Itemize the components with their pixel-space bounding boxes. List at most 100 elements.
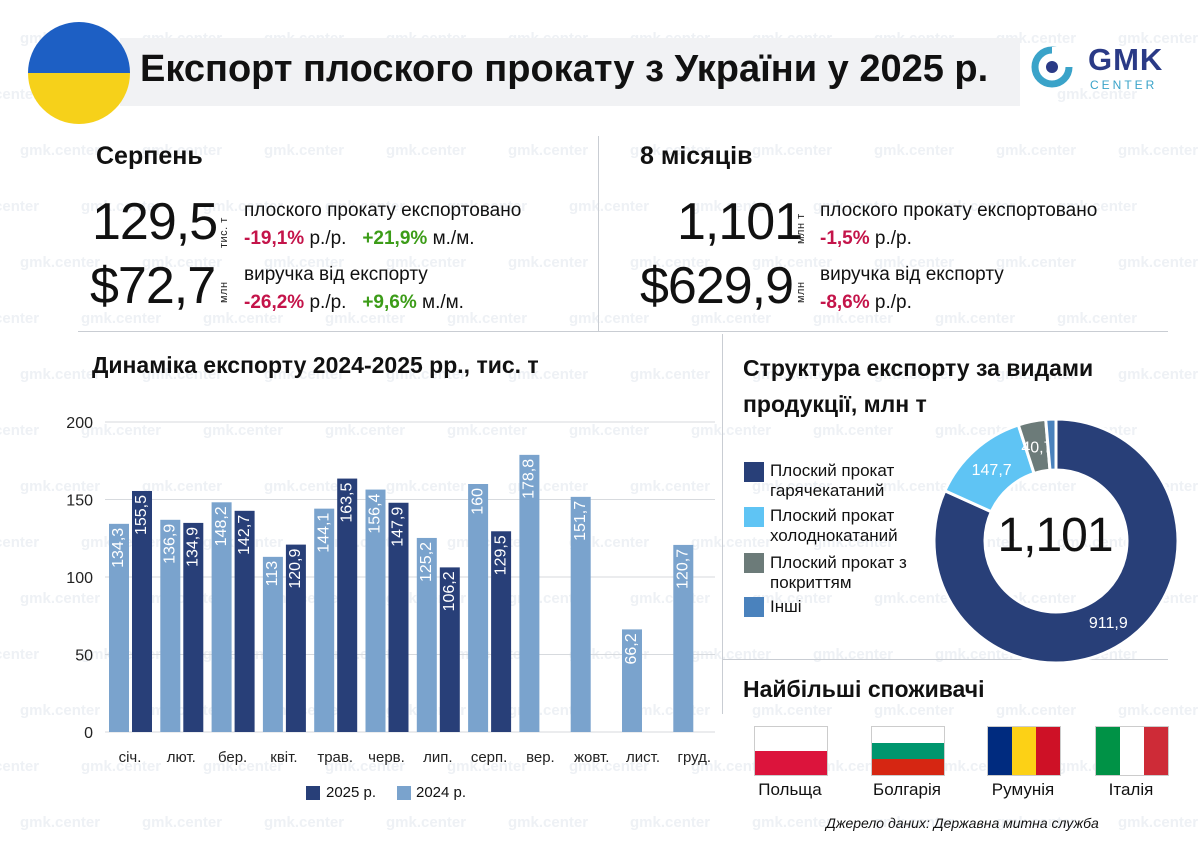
structure-title-line: Структура експорту за видами продукції, … xyxy=(743,355,1094,417)
bar-2025 xyxy=(491,531,512,732)
x-tick-label: квіт. xyxy=(270,749,297,766)
mom-suffix: м./м. xyxy=(432,228,475,249)
bar-value-label: 120,7 xyxy=(675,549,692,589)
eight-months-heading: 8 місяців xyxy=(640,142,753,170)
august-volume-desc: плоского прокату експортовано xyxy=(244,200,522,221)
donut-value-label: 911,9 xyxy=(1089,615,1128,632)
page-title: Експорт плоского прокату з України у 202… xyxy=(140,48,989,90)
eight-months-revenue-desc: виручка від експорту xyxy=(820,264,1004,285)
august-revenue-unit: млн xyxy=(218,281,230,303)
legend-other-label: Інші xyxy=(770,597,802,616)
legend-2025-swatch xyxy=(306,786,320,800)
x-tick-label: вер. xyxy=(526,749,555,766)
donut-center-total: 1,101 xyxy=(997,509,1113,562)
bar-value-label: 148,2 xyxy=(213,506,230,546)
yoy-suffix: р./р. xyxy=(309,292,347,313)
donut-chart: 911,9 147,7 40,7 xyxy=(933,418,1179,664)
donut-slice xyxy=(933,418,1179,664)
bar-value-label: 113 xyxy=(264,561,281,587)
bar-2025 xyxy=(132,490,152,732)
consumer-italy: Італія xyxy=(1108,780,1154,799)
legend-cold-rolled-label: Плоский прокат холоднокатаний xyxy=(770,506,898,545)
bar-2025 xyxy=(388,502,409,732)
section-divider xyxy=(78,331,1168,332)
x-tick-label: трав. xyxy=(317,749,353,766)
bar-value-label: 134,3 xyxy=(110,528,127,568)
bar-value-label: 144,1 xyxy=(315,513,332,553)
logo-name: GMK xyxy=(1088,42,1164,77)
bar-value-label: 155,5 xyxy=(133,495,150,535)
legend-2025-label: 2025 р. xyxy=(326,784,377,801)
yoy-suffix: р./р. xyxy=(874,228,912,249)
x-tick-label: лист. xyxy=(626,749,660,766)
title-band xyxy=(120,38,1020,106)
donut-value-label: 40,7 xyxy=(1021,439,1052,456)
bar-2024 xyxy=(365,489,386,732)
bar-value-label: 125,2 xyxy=(418,542,435,582)
bar-2024 xyxy=(519,454,540,732)
legend-coated-swatch xyxy=(744,553,764,573)
kpi-divider xyxy=(598,136,599,331)
bar-2024 xyxy=(262,556,283,732)
bar-2025 xyxy=(183,522,204,732)
bar-2024 xyxy=(622,629,642,732)
consumers-heading: Найбільші споживачі xyxy=(743,676,985,702)
bar-2024 xyxy=(468,484,489,732)
august-revenue-yoy: -26,2% xyxy=(244,292,305,313)
bar-2024 xyxy=(673,544,694,732)
legend-2024-label: 2024 р. xyxy=(416,784,467,801)
x-tick-label: груд. xyxy=(678,749,712,766)
bar-2025 xyxy=(285,544,306,732)
bar-value-label: 106,2 xyxy=(441,571,458,611)
bar-value-label: 156,4 xyxy=(367,493,384,533)
bar-2024 xyxy=(314,508,335,732)
bar-2025 xyxy=(439,567,460,732)
bar-value-label: 134,9 xyxy=(185,527,202,567)
y-tick-label: 200 xyxy=(66,415,93,432)
bar-chart-title: Динаміка експорту 2024-2025 рр., тис. т xyxy=(92,352,539,378)
bar-2024 xyxy=(160,519,181,732)
bar-chart: 0 50 100 150 200 134,3 155,5 січ. 136,9 134,9 лют.… xyxy=(66,415,715,766)
consumer-poland: Польща xyxy=(758,780,822,799)
eight-months-revenue-value: $629,9 xyxy=(640,257,794,315)
bar-2024 xyxy=(211,502,232,732)
x-tick-label: серп. xyxy=(471,749,507,766)
bar-value-label: 151,7 xyxy=(572,501,589,541)
legend-other-swatch xyxy=(744,597,764,617)
august-volume-mom: +21,9% xyxy=(362,228,428,249)
legend-cold-rolled-swatch xyxy=(744,507,764,527)
august-volume-yoy: -19,1% xyxy=(244,228,305,249)
bar-2025 xyxy=(234,510,255,732)
august-revenue-desc: виручка від експорту xyxy=(244,264,428,285)
bar-2024 xyxy=(570,496,591,732)
italy-flag-icon xyxy=(1095,726,1169,776)
bar-value-label: 66,2 xyxy=(623,633,640,664)
yoy-suffix: р./р. xyxy=(874,292,912,313)
y-tick-label: 0 xyxy=(84,725,93,742)
donut-value-label: 147,7 xyxy=(972,462,1012,479)
legend-2024-swatch xyxy=(397,786,411,800)
legend-hot-rolled-label: Плоский прокат гарячекатаний xyxy=(770,461,895,500)
x-tick-label: бер. xyxy=(218,749,247,766)
bar-value-label: 163,5 xyxy=(338,482,355,522)
august-volume-unit: тис. т xyxy=(218,217,230,248)
bar-value-label: 160 xyxy=(469,488,486,515)
eight-months-volume-yoy: -1,5% xyxy=(820,228,870,249)
bar-value-label: 147,9 xyxy=(390,507,407,547)
mom-suffix: м./м. xyxy=(422,292,464,313)
logo-sub: CENTER xyxy=(1090,78,1158,92)
august-revenue-value: $72,7 xyxy=(90,257,216,315)
consumer-bulgaria: Болгарія xyxy=(873,780,941,799)
legend-hot-rolled-swatch xyxy=(744,462,764,482)
structure-divider xyxy=(722,659,1168,660)
bar-value-label: 136,9 xyxy=(162,524,179,564)
gmk-logo-icon xyxy=(1031,46,1074,88)
bulgaria-flag-icon xyxy=(871,726,945,776)
august-volume-value: 129,5 xyxy=(92,193,218,251)
chart-divider xyxy=(722,334,723,714)
bar-value-label: 129,5 xyxy=(492,535,509,575)
source-note: Джерело даних: Державна митна служба xyxy=(826,815,1099,831)
august-volume-deltas: -19,1% р./р. +21,9% м./м. xyxy=(244,228,475,250)
bar-2024 xyxy=(416,537,437,732)
romania-flag-icon xyxy=(987,726,1061,776)
